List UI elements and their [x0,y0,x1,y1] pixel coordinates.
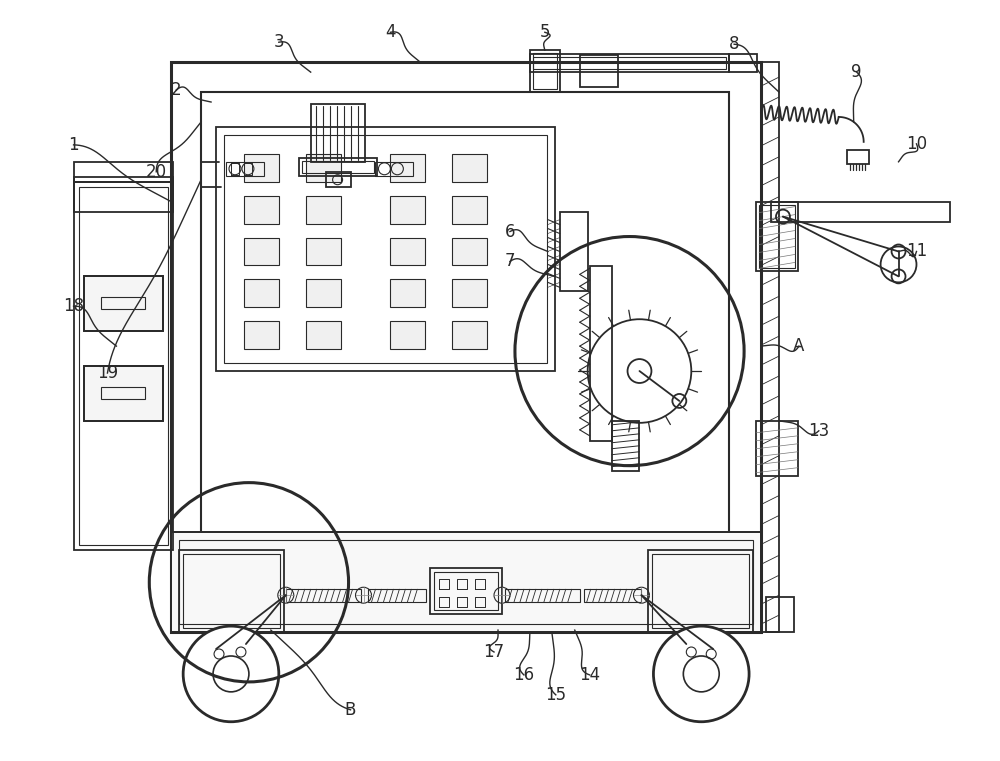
Bar [84,276,163,331]
Bar [648,550,753,632]
Text: A: A [793,337,805,355]
Text: 17: 17 [483,643,505,661]
Bar [390,237,425,266]
Bar [84,366,163,421]
Bar [226,162,264,176]
Bar [74,182,173,550]
Text: 10: 10 [906,135,927,153]
Bar [171,533,761,632]
Bar [179,540,753,624]
Bar [452,321,487,349]
Bar [244,279,279,307]
Bar [306,154,341,182]
Bar [590,266,612,441]
Bar [306,279,341,307]
Bar [286,589,361,602]
Bar [74,162,173,182]
Bar [759,205,795,269]
Circle shape [653,626,749,721]
Bar [612,421,639,470]
Bar [326,172,351,186]
Bar [390,154,425,182]
Bar [311,104,365,162]
Bar [79,186,168,546]
Bar [244,196,279,224]
Bar [530,54,729,72]
Bar [434,572,498,610]
Bar [756,421,798,476]
Text: 20: 20 [146,163,167,181]
Text: 9: 9 [851,63,862,81]
Bar [244,321,279,349]
Text: 4: 4 [385,24,396,41]
Bar [171,62,761,632]
Text: B: B [345,701,356,719]
Bar [533,57,726,69]
Bar [560,212,588,291]
Bar [179,550,284,632]
Bar [430,568,502,614]
Bar [244,154,279,182]
Text: 5: 5 [540,24,550,41]
Text: 6: 6 [505,222,515,240]
Bar [201,92,729,605]
Bar [847,150,869,164]
Text: 14: 14 [579,666,600,684]
Text: 18: 18 [63,298,84,315]
Bar [368,589,426,602]
Text: 2: 2 [171,81,181,99]
Text: 7: 7 [505,253,515,270]
Bar [299,158,377,176]
Bar [390,196,425,224]
Bar [761,62,779,632]
Bar [390,279,425,307]
Text: 11: 11 [906,243,927,260]
Bar [74,177,173,212]
Bar [580,56,618,87]
Bar [101,298,145,309]
Bar [530,50,560,92]
Bar [171,533,761,632]
Text: 1: 1 [68,136,79,154]
Bar [216,127,555,371]
Bar [101,387,145,399]
Bar [84,366,163,421]
Bar [452,154,487,182]
Text: 19: 19 [97,364,118,382]
Bar [306,237,341,266]
Bar [771,202,950,221]
Bar [302,161,374,173]
Bar [224,135,547,363]
Bar [756,202,798,272]
Text: 13: 13 [808,422,829,440]
Bar [452,196,487,224]
Bar [505,589,580,602]
Bar [306,196,341,224]
Text: 16: 16 [513,666,534,684]
Bar [452,237,487,266]
Bar [390,321,425,349]
Bar [244,237,279,266]
Bar [584,589,641,602]
Bar [306,321,341,349]
Bar [183,554,280,628]
Bar [533,53,557,89]
Circle shape [183,626,279,721]
Bar [766,597,794,632]
Bar [375,162,413,176]
Bar [729,54,757,72]
Text: 8: 8 [729,35,739,53]
Bar [452,279,487,307]
Bar [652,554,749,628]
Bar [84,276,163,331]
Text: 3: 3 [273,33,284,51]
Text: 15: 15 [545,686,566,704]
